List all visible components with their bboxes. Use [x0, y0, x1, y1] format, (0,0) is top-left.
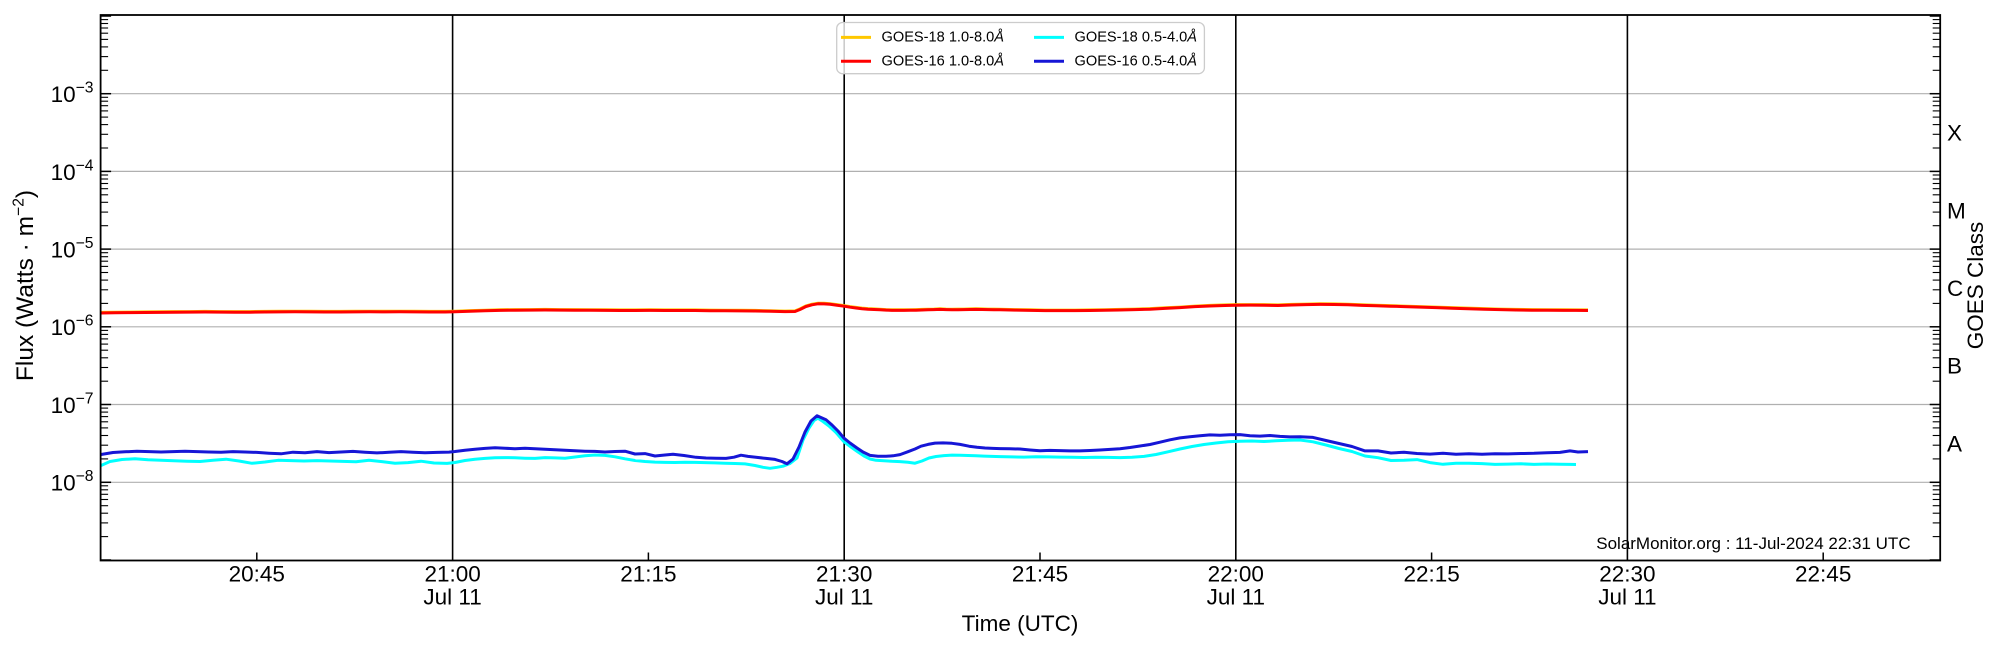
svg-text:Time (UTC): Time (UTC) [962, 611, 1079, 636]
svg-text:GOES-18 0.5-4.0Å: GOES-18 0.5-4.0Å [1075, 29, 1198, 46]
svg-text:22:00: 22:00 [1208, 561, 1264, 586]
svg-text:20:45: 20:45 [229, 561, 285, 586]
svg-text:Jul 11: Jul 11 [1598, 585, 1656, 610]
svg-text:GOES-16 1.0-8.0Å: GOES-16 1.0-8.0Å [882, 53, 1005, 70]
svg-text:22:30: 22:30 [1599, 561, 1655, 586]
svg-text:C: C [1947, 276, 1963, 301]
svg-text:Jul 11: Jul 11 [815, 585, 873, 610]
svg-text:Jul 11: Jul 11 [423, 585, 481, 610]
svg-text:22:45: 22:45 [1795, 561, 1851, 586]
svg-text:M: M [1947, 198, 1966, 223]
svg-text:10−4: 10−4 [51, 157, 94, 185]
svg-text:B: B [1947, 354, 1962, 379]
svg-text:21:30: 21:30 [816, 561, 872, 586]
svg-text:GOES-18 1.0-8.0Å: GOES-18 1.0-8.0Å [882, 29, 1005, 46]
svg-text:22:15: 22:15 [1403, 561, 1459, 586]
svg-text:GOES Class: GOES Class [1963, 222, 1988, 350]
svg-text:21:00: 21:00 [424, 561, 480, 586]
svg-text:Jul 11: Jul 11 [1207, 585, 1265, 610]
svg-text:Flux (Watts · m−2): Flux (Watts · m−2) [11, 190, 40, 381]
svg-text:10−3: 10−3 [51, 80, 94, 108]
svg-text:A: A [1947, 431, 1962, 456]
svg-text:GOES-16 0.5-4.0Å: GOES-16 0.5-4.0Å [1075, 53, 1198, 70]
svg-text:21:15: 21:15 [620, 561, 676, 586]
svg-text:SolarMonitor.org : 11-Jul-2024: SolarMonitor.org : 11-Jul-2024 22:31 UTC [1596, 534, 1910, 553]
svg-text:10−6: 10−6 [51, 313, 94, 341]
svg-text:X: X [1947, 121, 1962, 146]
svg-text:21:45: 21:45 [1012, 561, 1068, 586]
